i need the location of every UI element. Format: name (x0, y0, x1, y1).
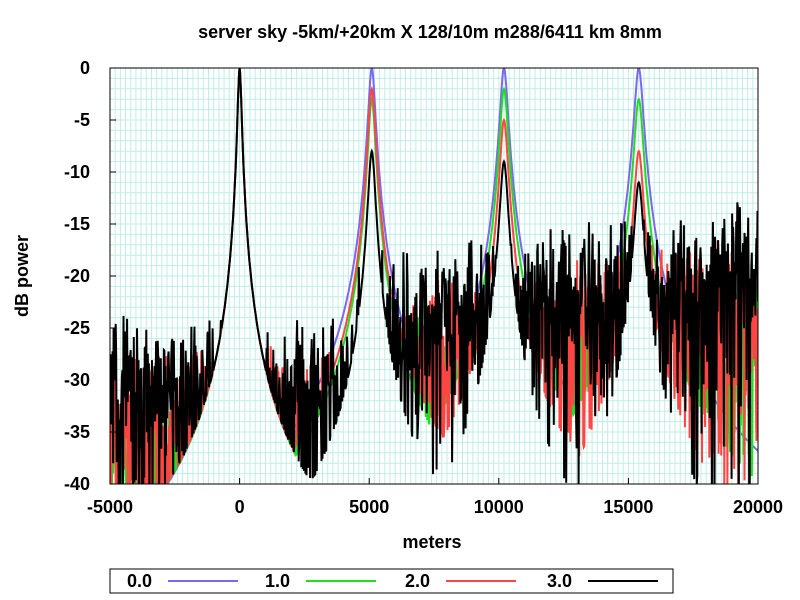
tick-labels: -5000 0 5000 10000 15000 20000 0 -5 -10 -15 -20 -25… (64, 58, 783, 517)
legend-label: 1.0 (265, 571, 290, 591)
y-tick-label: -35 (64, 422, 90, 442)
series-group (110, 68, 758, 484)
x-tick-label: -5000 (87, 497, 133, 517)
x-tick-label: 0 (235, 497, 245, 517)
y-axis-label: dB power (12, 235, 32, 317)
y-tick-label: -30 (64, 370, 90, 390)
series-line-3.0 (110, 68, 758, 484)
x-axis-label: meters (402, 532, 461, 552)
y-tick-label: -25 (64, 318, 90, 338)
x-tick-label: 15000 (603, 497, 653, 517)
y-tick-label: -40 (64, 474, 90, 494)
x-tick-label: 20000 (733, 497, 783, 517)
legend: 0.0 1.0 2.0 3.0 (109, 568, 674, 594)
y-tick-label: 0 (80, 58, 90, 78)
y-tick-label: -15 (64, 214, 90, 234)
x-tick-label: 10000 (474, 497, 524, 517)
legend-label: 0.0 (127, 571, 152, 591)
y-tick-label: -20 (64, 266, 90, 286)
legend-label: 2.0 (405, 571, 430, 591)
legend-label: 3.0 (547, 571, 572, 591)
y-tick-label: -5 (74, 110, 90, 130)
chart-title: server sky -5km/+20km X 128/10m m288/641… (198, 22, 662, 42)
y-tick-label: -10 (64, 162, 90, 182)
x-tick-label: 5000 (349, 497, 389, 517)
